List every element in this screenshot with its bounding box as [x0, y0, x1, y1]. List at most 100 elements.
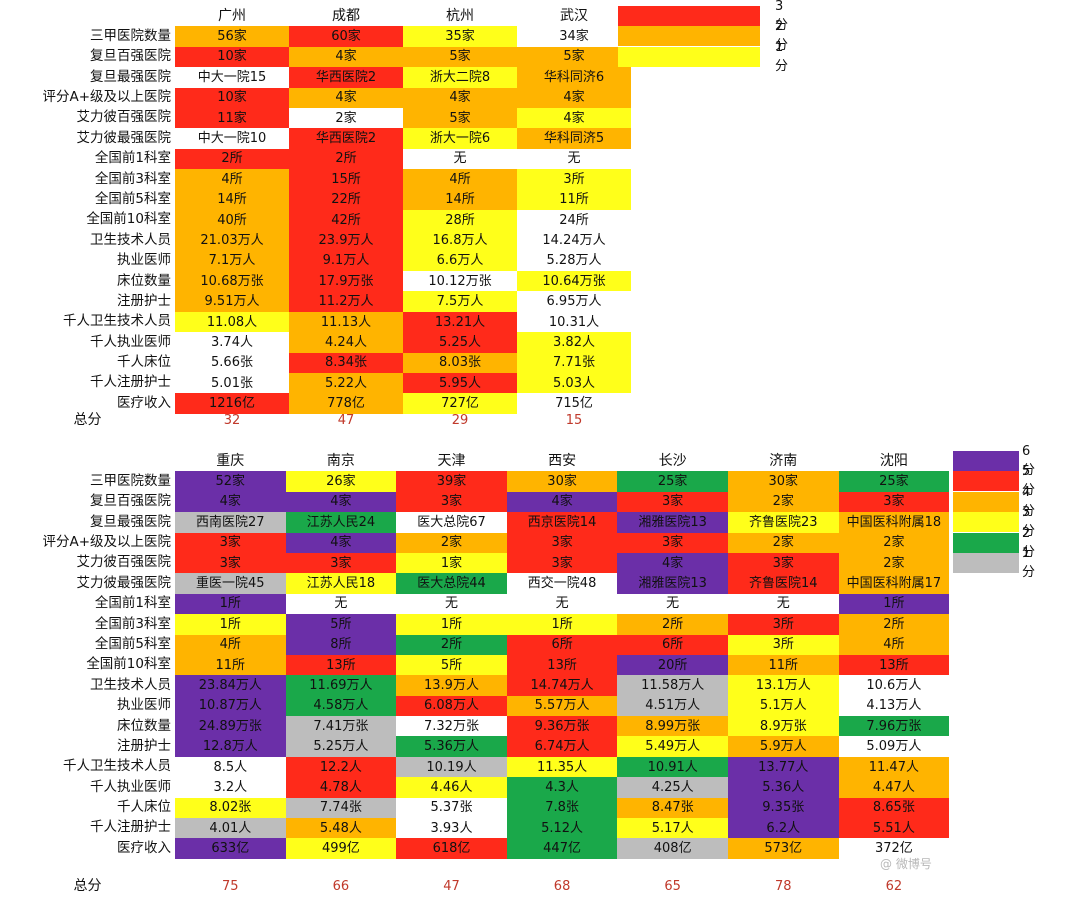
metric-label: 卫生技术人员: [90, 676, 171, 693]
metric-cell: 13.1万人: [727, 675, 839, 696]
metric-cell: 无: [396, 593, 507, 615]
metric-cell: 7.41万张: [285, 716, 397, 737]
metric-cell: 2家: [838, 532, 950, 553]
metric-cell: 10家: [175, 87, 289, 108]
metric-label: 复旦最强医院: [90, 513, 171, 530]
metric-label: 床位数量: [117, 717, 171, 734]
legend-swatch: [953, 512, 1019, 533]
metric-cell: 3家: [617, 532, 728, 553]
metric-cell: 60家: [289, 26, 403, 47]
metric-label: 千人执业医师: [90, 333, 171, 350]
metric-cell: 2家: [838, 552, 950, 574]
metric-label: 全国前10科室: [86, 656, 171, 673]
metric-cell: 3所: [727, 614, 839, 635]
metric-label: 全国前10科室: [86, 211, 171, 228]
metric-cell: 8.47张: [617, 797, 728, 819]
metric-cell: 7.1万人: [175, 250, 289, 272]
metric-cell: 5.95人: [403, 373, 517, 394]
total-score-row-top: 总分 32 47 29 15: [0, 410, 631, 430]
metric-cell: 4.3人: [506, 777, 618, 798]
metric-cell: 3家: [617, 491, 728, 513]
metric-cell: 无: [617, 593, 728, 615]
metric-label: 千人床位: [117, 354, 171, 371]
metric-cell: 2所: [175, 148, 289, 170]
metric-cell: 5.25人: [403, 332, 517, 353]
watermark-text: @ 微博号: [880, 857, 932, 871]
legend-label: 1分: [1022, 546, 1036, 580]
total-score-value: 66: [332, 878, 350, 894]
metric-cell: 52家: [175, 471, 286, 492]
metric-cell: 4家: [289, 87, 403, 108]
metric-cell: 25家: [838, 471, 950, 492]
metric-label: 医疗收入: [117, 394, 171, 411]
metric-label: 全国前5科室: [94, 190, 171, 207]
metric-cell: 7.8张: [506, 797, 618, 819]
metric-cell: 8.02张: [175, 797, 286, 819]
metric-cell: 15所: [289, 169, 403, 190]
legend-swatch: [618, 6, 760, 26]
metric-cell: 西京医院14: [506, 512, 618, 533]
metric-cell: 5家: [403, 46, 517, 68]
metric-cell: 3家: [506, 552, 618, 574]
city-header: 长沙: [658, 453, 687, 470]
metric-cell: 西交一院48: [506, 573, 618, 594]
total-score-value: 75: [222, 878, 239, 894]
metric-cell: 4家: [506, 491, 618, 513]
metric-cell: 22所: [289, 189, 403, 210]
header-corner: [0, 6, 175, 26]
city-header: 济南: [769, 453, 798, 470]
metric-cell: 408亿: [617, 838, 728, 859]
metric-label: 床位数量: [117, 272, 171, 289]
metric-cell: 14所: [403, 189, 517, 210]
metric-cell: 20所: [617, 654, 728, 676]
metric-cell: 无: [517, 148, 631, 170]
metric-cell: 4.24人: [289, 332, 403, 353]
metric-cell: 778亿: [289, 393, 403, 414]
metric-label: 全国前3科室: [94, 615, 171, 632]
metric-cell: 浙大一院6: [403, 128, 517, 149]
metric-cell: 4家: [289, 46, 403, 68]
metric-cell: 4所: [838, 634, 950, 655]
metric-cell: 23.9万人: [289, 230, 403, 251]
metric-cell: 医大总院67: [396, 512, 507, 533]
metric-cell: 5.57万人: [506, 695, 618, 717]
total-score-value: 47: [337, 412, 355, 428]
metric-label: 执业医师: [117, 697, 171, 714]
metric-cell: 4家: [403, 87, 517, 108]
metric-cell: 6.95万人: [517, 291, 631, 312]
metric-cell: 中国医科附属17: [838, 573, 950, 594]
metric-cell: 24所: [517, 209, 631, 231]
metric-cell: 9.36万张: [506, 716, 618, 737]
metric-cell: 4.58万人: [285, 695, 397, 717]
metric-label: 复旦最强医院: [90, 68, 171, 85]
metric-cell: 5.12人: [506, 818, 618, 839]
metric-label: 全国前1科室: [94, 595, 171, 612]
city-header: 武汉: [560, 8, 588, 25]
metric-cell: 13.21人: [403, 311, 517, 333]
metric-cell: 4所: [175, 169, 289, 190]
metric-cell: 江苏人民18: [285, 573, 397, 594]
metric-cell: 5.28万人: [517, 250, 631, 272]
metric-cell: 10.31人: [517, 311, 631, 333]
metric-cell: 10.6万人: [838, 675, 950, 696]
total-score-value: 68: [553, 878, 571, 894]
metric-cell: 21.03万人: [175, 230, 289, 251]
metric-cell: 12.8万人: [175, 736, 286, 757]
metric-cell: 13.9万人: [396, 675, 507, 696]
metric-cell: 13.77人: [727, 756, 839, 778]
metric-cell: 齐鲁医院14: [727, 573, 839, 594]
metric-cell: 4所: [403, 169, 517, 190]
legend-swatch: [618, 26, 760, 47]
metric-cell: 11.13人: [289, 311, 403, 333]
metric-cell: 1216亿: [175, 393, 289, 414]
metric-cell: 633亿: [175, 838, 286, 859]
metric-cell: 2家: [289, 107, 403, 129]
metric-label: 全国前3科室: [94, 170, 171, 187]
metric-cell: 6.6万人: [403, 250, 517, 272]
metric-cell: 4.51万人: [617, 695, 728, 717]
metric-cell: 8所: [285, 634, 397, 655]
total-score-value: 47: [443, 878, 460, 894]
metric-cell: 5.1万人: [727, 695, 839, 717]
total-score-label: 总分: [73, 412, 102, 429]
metric-label: 全国前5科室: [94, 635, 171, 652]
